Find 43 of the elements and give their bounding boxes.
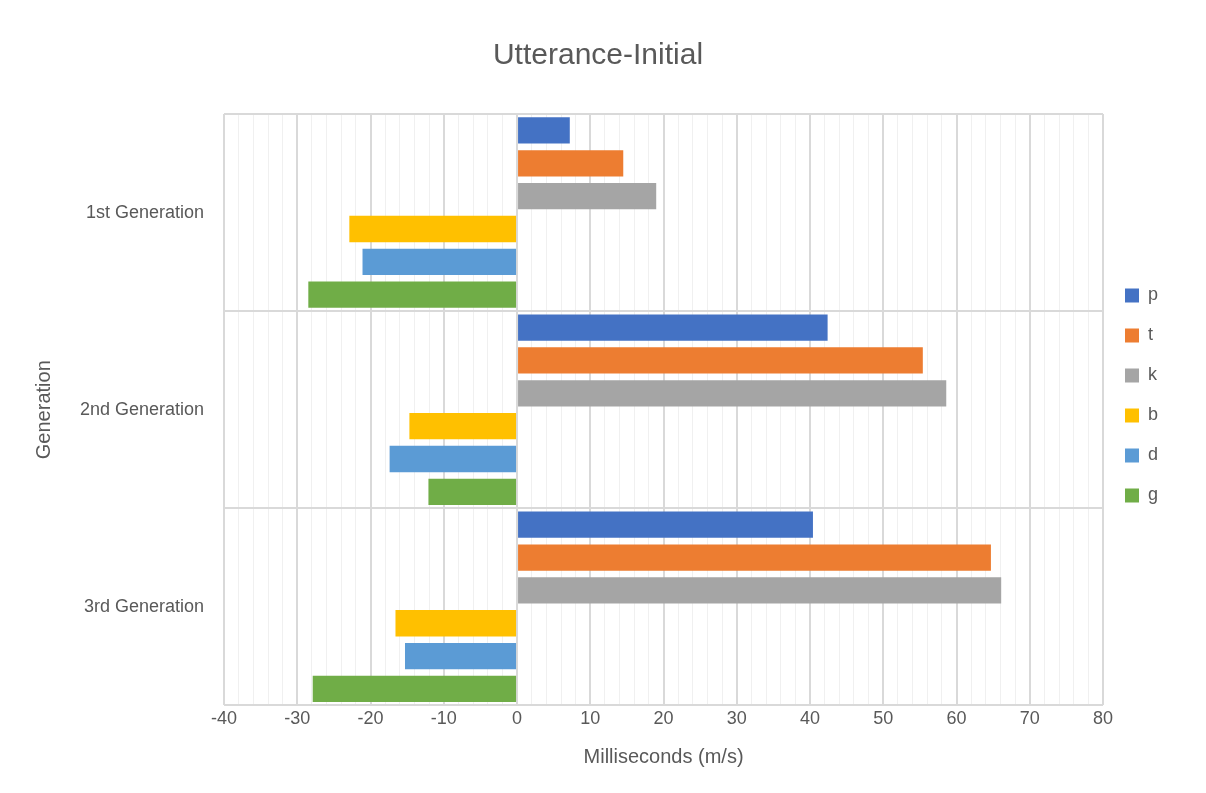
bar [518, 117, 570, 144]
bar [409, 412, 517, 440]
legend-label: t [1147, 324, 1153, 345]
bar [518, 314, 828, 341]
x-tick-label: 20 [653, 708, 674, 729]
legend-label: g [1147, 484, 1158, 505]
bar [349, 215, 517, 243]
bar [518, 544, 991, 571]
x-tick-label: 60 [946, 708, 967, 729]
x-tick-label: -40 [211, 708, 238, 729]
bar [518, 380, 947, 407]
bar [518, 183, 657, 210]
x-tick-label: 80 [1092, 708, 1113, 729]
bar [518, 150, 624, 177]
x-tick-label: -20 [357, 708, 384, 729]
legend-label: d [1147, 444, 1158, 465]
bar [312, 675, 517, 703]
bar [518, 511, 813, 538]
y-axis-title: Generation [31, 360, 54, 460]
bar [308, 281, 517, 308]
bar [518, 577, 1002, 604]
x-tick-label: 30 [726, 708, 747, 729]
bar [389, 445, 517, 473]
x-axis-title: Milliseconds (m/s) [583, 744, 744, 767]
bar [428, 478, 517, 505]
y-tick-label: 3rd Generation [84, 595, 205, 616]
legend-label: p [1147, 284, 1158, 305]
x-tick-label: -10 [430, 708, 457, 729]
chart-title: Utterance-Initial [492, 37, 704, 71]
x-tick-label: 50 [873, 708, 894, 729]
legend-label: b [1147, 404, 1158, 425]
bar [405, 642, 517, 670]
y-tick-label: 2nd Generation [80, 398, 205, 419]
bar [395, 610, 517, 637]
bar [518, 347, 923, 374]
x-tick-label: -30 [284, 708, 311, 729]
x-tick-label: 0 [512, 708, 523, 729]
x-tick-label: 40 [800, 708, 821, 729]
x-tick-label: 10 [580, 708, 601, 729]
x-tick-label: 70 [1019, 708, 1040, 729]
legend-label: k [1147, 364, 1158, 385]
y-tick-label: 1st Generation [86, 201, 205, 222]
bar [362, 248, 517, 275]
